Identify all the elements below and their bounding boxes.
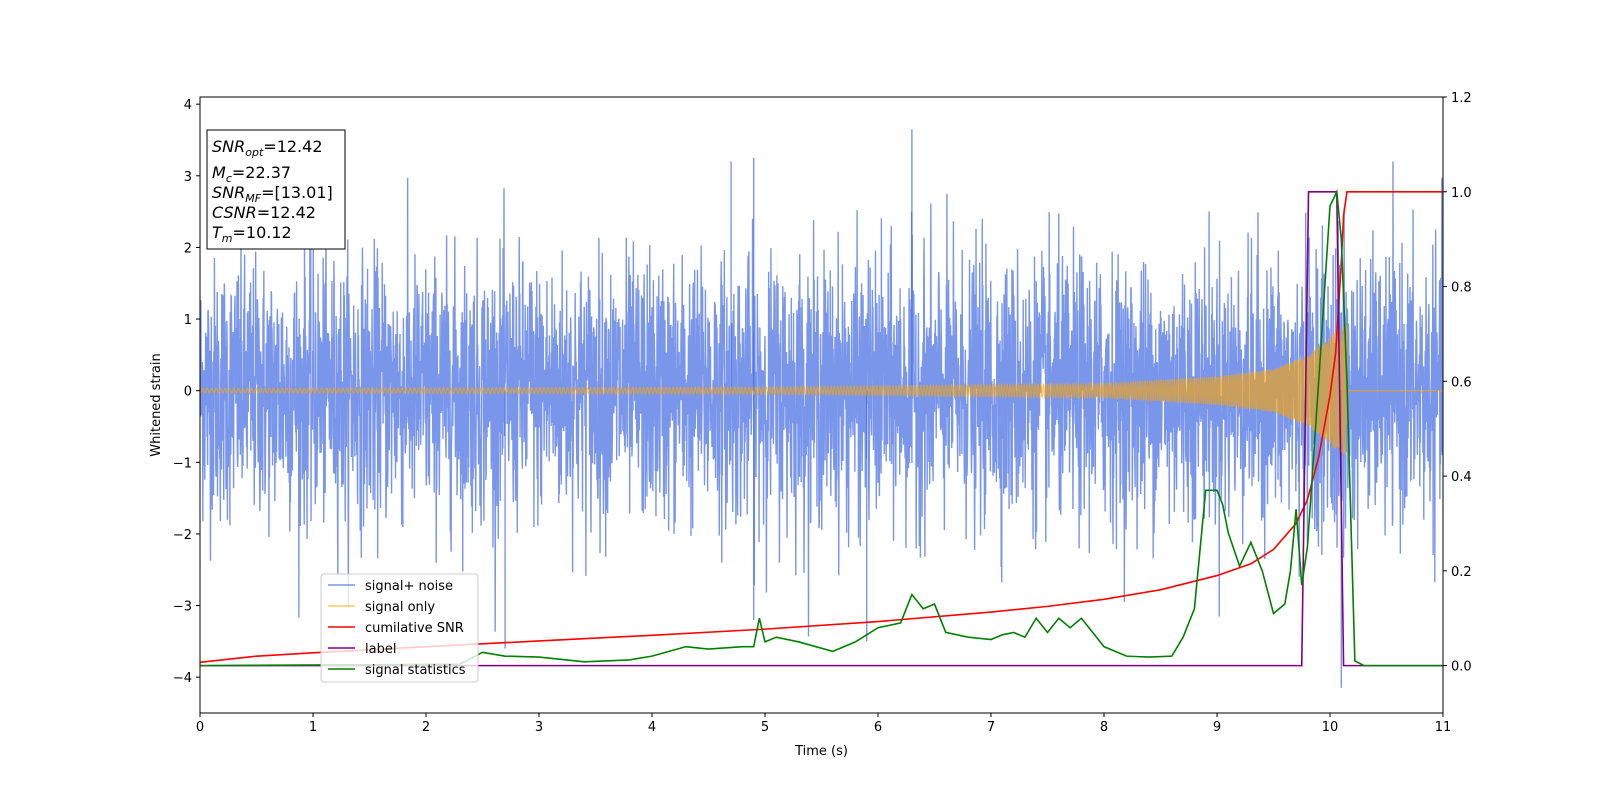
x-axis-label: Time (s) <box>794 744 848 759</box>
x-tick-label-10: 10 <box>1322 720 1339 735</box>
series-label <box>200 190 1443 667</box>
x-tick-label-1: 1 <box>309 720 317 735</box>
y-tick-label-0: 4 <box>184 98 192 113</box>
csnr-annotation: CSNR=12.42 <box>212 203 316 222</box>
y-tick-label-7: −3 <box>173 600 192 615</box>
x-tick-label-8: 8 <box>1100 720 1108 735</box>
x-tick-label-6: 6 <box>874 720 882 735</box>
legend-label-cumulative-snr: cumilative SNR <box>365 621 464 636</box>
x-tick-label-7: 7 <box>987 720 995 735</box>
x-tick-label-4: 4 <box>648 720 656 735</box>
y-axis-label: Whitened strain <box>149 353 164 456</box>
legend-label-label: label <box>365 642 396 657</box>
y2-tick-label-3: 0.6 <box>1451 375 1472 390</box>
snr-opt-annotation: SNRopt=12.42 <box>212 137 323 159</box>
y-tick-label-6: −2 <box>173 528 192 543</box>
series-signal-statistics <box>200 188 1443 667</box>
series-signal-only <box>200 326 1443 455</box>
y-tick-label-3: 1 <box>184 313 192 328</box>
y2-tick-label-6: 0.0 <box>1451 660 1472 675</box>
y2-tick-label-4: 0.4 <box>1451 470 1472 485</box>
y-tick-label-8: −4 <box>173 671 192 686</box>
x-tick-label-0: 0 <box>196 720 204 735</box>
y2-tick-label-5: 0.2 <box>1451 565 1472 580</box>
annotation-box: SNRopt=12.42 Mc=22.37 SNRMF=[13.01] CSNR… <box>206 129 346 250</box>
legend-label-signal-noise: signal+ noise <box>365 579 453 594</box>
tm-annotation: Tm=10.12 <box>212 223 292 245</box>
x-tick-label-3: 3 <box>535 720 543 735</box>
snr-mf-annotation: SNRMF=[13.01] <box>212 183 333 205</box>
legend-label-signal-only: signal only <box>365 600 435 615</box>
x-tick-label-9: 9 <box>1213 720 1221 735</box>
y2-tick-label-1: 1.0 <box>1451 186 1472 201</box>
x-tick-label-5: 5 <box>761 720 769 735</box>
x-tick-label-11: 11 <box>1435 720 1452 735</box>
mc-annotation: Mc=22.37 <box>212 163 291 185</box>
x-tick-label-2: 2 <box>422 720 430 735</box>
series-layer <box>200 129 1443 688</box>
y2-tick-label-2: 0.8 <box>1451 281 1472 296</box>
legend-label-signal-statistics: signal statistics <box>365 663 466 678</box>
y-tick-label-2: 2 <box>184 241 192 256</box>
plot-frame <box>199 96 1444 714</box>
y-tick-label-1: 3 <box>184 170 192 185</box>
y2-tick-label-0: 1.2 <box>1451 91 1472 106</box>
legend: signal+ noise signal only cumilative SNR… <box>320 573 479 683</box>
series-cumilative-snr <box>200 190 1443 664</box>
y-tick-label-5: −1 <box>173 456 192 471</box>
legend-frame <box>320 573 479 683</box>
y-tick-label-4: 0 <box>184 385 192 400</box>
axes-layer: 0 1 2 3 4 5 6 7 8 9 10 1143210−1−2−3−41.21.00.80.60… <box>173 91 1472 735</box>
